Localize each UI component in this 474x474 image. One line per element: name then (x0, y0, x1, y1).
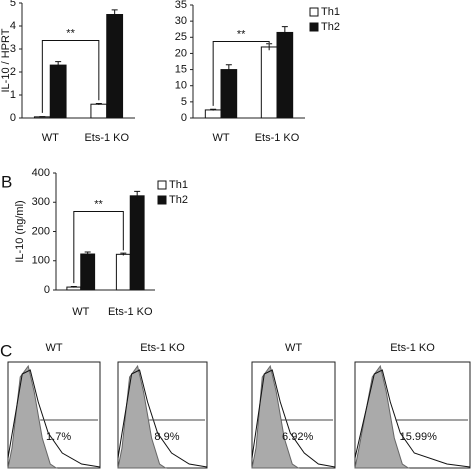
panel-label: B (1, 172, 12, 191)
plot-title: WT (285, 342, 302, 354)
gate-percent: 8.9% (154, 431, 179, 443)
y-tick-label: 30 (175, 15, 187, 27)
panel-label: C (0, 341, 12, 360)
plot-frame (354, 361, 471, 469)
plot-title: Ets-1 KO (390, 342, 435, 354)
y-tick-label: 200 (32, 225, 50, 237)
legend-label: Th2 (169, 194, 188, 206)
legend-swatch (157, 195, 167, 205)
x-tick-label: WT (42, 132, 59, 144)
y-tick-label: 4 (10, 20, 16, 32)
error-bar (210, 108, 217, 111)
y-tick-label: 15 (175, 63, 187, 75)
x-tick-label: Ets-1 KO (108, 306, 153, 318)
y-tick-label: 100 (32, 255, 50, 267)
significance-label: ** (94, 198, 103, 210)
legend-label: Th1 (169, 179, 188, 191)
isotype-histogram (7, 364, 58, 469)
y-tick-label: 0 (44, 284, 50, 296)
significance-bracket (212, 41, 270, 106)
sample-histogram (7, 369, 101, 468)
error-bar (111, 9, 118, 20)
bar (220, 69, 238, 119)
bar (115, 253, 131, 291)
legend-swatch (157, 180, 167, 190)
sample-histogram (354, 369, 471, 468)
isotype-histogram (117, 364, 168, 469)
y-tick-label: 35 (175, 0, 187, 11)
y-axis-label: IL-10 / HPRT (0, 28, 12, 92)
bar (49, 64, 67, 119)
x-tick-label: Ets-1 KO (84, 132, 129, 144)
error-bar (281, 26, 288, 39)
gate-percent: 15.99% (400, 431, 438, 443)
bar (106, 14, 124, 119)
legend-label: Th1 (321, 6, 340, 18)
sample-histogram (117, 369, 208, 468)
significance-label: ** (237, 28, 246, 40)
y-tick-label: 300 (32, 196, 50, 208)
legend-swatch (309, 7, 319, 17)
error-bar (225, 64, 232, 75)
bar (260, 46, 278, 119)
bar (80, 253, 96, 291)
error-bar (95, 103, 102, 105)
significance-bracket (41, 40, 100, 113)
plot-title: Ets-1 KO (140, 342, 185, 354)
sample-histogram (251, 369, 336, 468)
error-bar (134, 190, 141, 201)
error-bar (84, 251, 91, 257)
error-bar (266, 43, 273, 51)
y-tick-label: 10 (175, 80, 187, 92)
isotype-histogram (354, 364, 410, 469)
significance-label: ** (66, 27, 75, 39)
plot-title: WT (45, 342, 62, 354)
bar (204, 109, 222, 119)
y-tick-label: 25 (175, 31, 187, 43)
x-tick-label: WT (72, 306, 89, 318)
y-tick-label: 3 (10, 43, 16, 55)
bar (129, 195, 145, 291)
legend-label: Th2 (321, 21, 340, 33)
y-tick-label: 20 (175, 47, 187, 59)
error-bar (120, 252, 127, 256)
bar (276, 31, 294, 119)
bar (90, 103, 108, 119)
y-tick-label: 2 (10, 66, 16, 78)
isotype-histogram (251, 364, 300, 469)
gate-percent: 1.7% (46, 431, 71, 443)
x-tick-label: Ets-1 KO (255, 132, 300, 144)
y-tick-label: 0 (10, 112, 16, 124)
y-axis-label: IL-10 (ng/ml) (14, 200, 26, 262)
error-bar (55, 61, 62, 69)
y-tick-label: 5 (181, 96, 187, 108)
y-tick-label: 400 (32, 167, 50, 179)
x-tick-label: WT (212, 132, 229, 144)
error-bar (70, 285, 77, 288)
y-tick-label: 0 (181, 112, 187, 124)
significance-bracket (73, 211, 124, 284)
y-tick-label: 5 (10, 0, 16, 9)
legend-swatch (309, 22, 319, 32)
y-tick-label: 1 (10, 89, 16, 101)
gate-percent: 6.92% (282, 431, 313, 443)
